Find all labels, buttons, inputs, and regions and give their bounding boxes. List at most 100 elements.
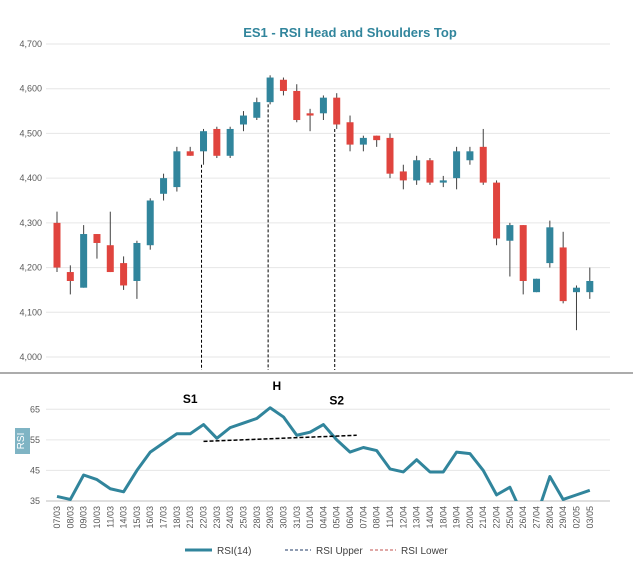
rsi-x-tick-label: 14/04 (425, 506, 435, 529)
candle-body-down (306, 113, 314, 116)
rsi-x-tick-label: 11/04 (385, 506, 395, 528)
candle (572, 285, 580, 331)
rsi-series (56, 406, 591, 501)
rsi-x-tick-label: 20/04 (465, 506, 475, 529)
rsi-axis-label: RSI (16, 433, 27, 450)
candle (120, 256, 128, 290)
price-tick-label: 4,600 (19, 84, 42, 94)
rsi-x-tick-label: 30/03 (278, 506, 288, 529)
candle (66, 265, 74, 295)
legend-label-rsi: RSI(14) (217, 546, 251, 557)
candle-body-up (506, 225, 514, 241)
rsi-x-tick-label: 03/05 (585, 506, 595, 529)
candle-body-down (120, 263, 128, 286)
candle (279, 77, 287, 96)
candle (519, 225, 527, 295)
pattern-markers (201, 104, 336, 370)
price-tick-label: 4,500 (19, 128, 42, 138)
candle (426, 158, 434, 185)
candle (479, 128, 487, 185)
candle (506, 222, 514, 277)
candle (359, 135, 367, 152)
candle-body-down (519, 225, 527, 281)
rsi-x-tick-label: 06/04 (345, 506, 355, 529)
candle (466, 146, 474, 165)
candle-body-up (453, 151, 461, 179)
candle (333, 93, 341, 129)
rsi-axis-label-box (15, 428, 30, 454)
rsi-tick-label: 55 (30, 435, 40, 445)
candle-body-up (146, 200, 154, 246)
candle (80, 225, 88, 288)
candle-body-up (239, 115, 247, 125)
candle (399, 164, 407, 190)
candle (239, 111, 247, 132)
rsi-x-tick-label: 16/03 (145, 506, 155, 529)
candle-body-down (279, 79, 287, 91)
candle-body-down (53, 222, 61, 268)
rsi-x-tick-label: 08/04 (372, 506, 382, 529)
rsi-x-tick-label: 15/03 (132, 506, 142, 529)
candle (386, 133, 394, 179)
price-tick-label: 4,300 (19, 218, 42, 228)
rsi-x-tick-label: 13/04 (412, 506, 422, 529)
rsi-x-tick-label: 25/04 (505, 506, 515, 529)
candle-body-down (213, 128, 221, 156)
candle-body-down (333, 97, 341, 125)
pattern-annotations: S1 H S2 (183, 379, 357, 443)
candle (373, 135, 381, 147)
price-tick-label: 4,000 (19, 352, 42, 362)
candle-body-down (186, 151, 194, 156)
rsi-x-tick-label: 12/04 (398, 506, 408, 529)
candle-body-up (413, 160, 421, 181)
candle-body-down (346, 122, 354, 145)
candle-body-up (173, 151, 181, 188)
rsi-x-tick-label: 27/04 (532, 506, 542, 529)
rsi-x-tick-label: 24/03 (225, 506, 235, 529)
candles (53, 75, 594, 331)
rsi-x-tick-label: 23/03 (212, 506, 222, 529)
candle-body-up (253, 102, 261, 118)
rsi-x-tick-label: 04/04 (318, 506, 328, 529)
rsi-x-tick-label: 29/03 (265, 506, 275, 529)
rsi-x-tick-label: 28/03 (252, 506, 262, 529)
legend-label-lower: RSI Lower (401, 546, 448, 557)
rsi-x-tick-label: 10/03 (92, 506, 102, 529)
candle (226, 126, 234, 159)
rsi-x-tick-label: 28/04 (545, 506, 555, 529)
candle (559, 231, 567, 304)
price-tick-label: 4,200 (19, 263, 42, 273)
rsi-x-tick-label: 18/03 (172, 506, 182, 529)
candle-body-up (546, 227, 554, 264)
candle-body-up (80, 234, 88, 288)
rsi-x-tick-label: 17/03 (159, 506, 169, 529)
neckline (203, 434, 357, 443)
rsi-x-tick-label: 09/03 (79, 506, 89, 529)
candle-body-down (386, 137, 394, 174)
price-tick-label: 4,100 (19, 307, 42, 317)
candle (346, 115, 354, 152)
candle-body-down (373, 135, 381, 141)
candle (133, 240, 141, 299)
candle-body-down (493, 182, 501, 239)
candle-body-up (586, 280, 594, 293)
candle-body-up (466, 151, 474, 161)
candle-body-down (559, 247, 567, 302)
candle (493, 180, 501, 246)
rsi-x-tick-label: 02/05 (571, 506, 581, 529)
candle (253, 97, 261, 121)
candle-body-down (293, 90, 301, 121)
candle-body-down (66, 272, 74, 281)
rsi-x-tick-label: 08/03 (65, 506, 75, 529)
candle-body-up (200, 131, 208, 152)
candle (213, 126, 221, 159)
candle (533, 278, 541, 293)
candle-body-up (439, 180, 447, 183)
rsi-x-tick-label: 01/04 (305, 506, 315, 529)
rsi-x-tick-label: 22/03 (199, 506, 209, 529)
candle (266, 75, 274, 105)
candle (439, 175, 447, 188)
candle-body-down (426, 160, 434, 183)
candle (306, 108, 314, 132)
candle (146, 198, 154, 250)
